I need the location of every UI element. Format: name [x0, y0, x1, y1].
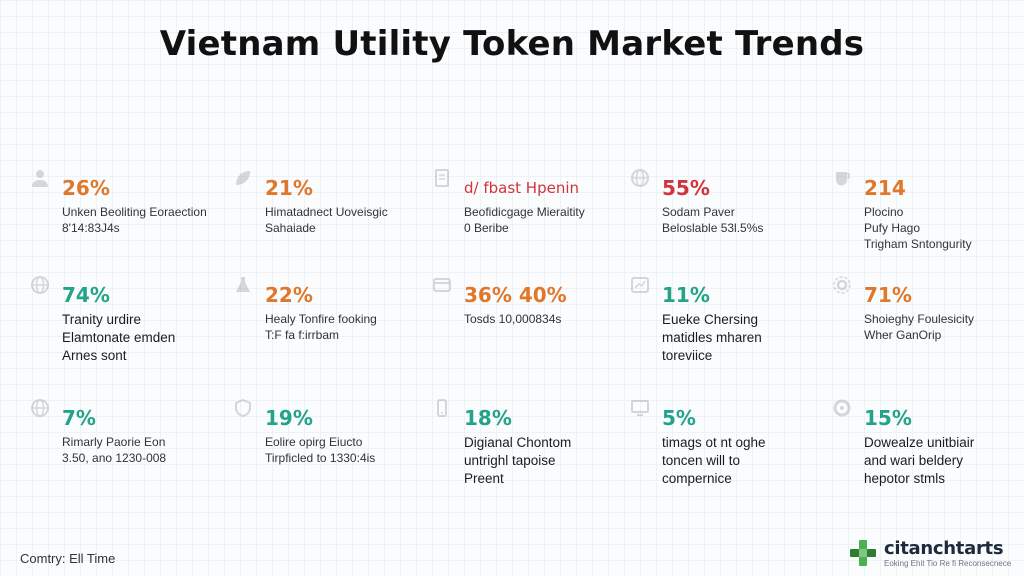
- stat-card: 36% 40% Tosds 10,000834s: [432, 275, 622, 385]
- flask-icon: [233, 275, 253, 295]
- stat-description-line: Tosds 10,000834s: [464, 312, 562, 326]
- stat-description-line: Sahaiade: [265, 221, 316, 235]
- stat-card: 15% Dowealze unitbiair and wari beldery hep…: [832, 398, 1022, 508]
- stat-card: 74% Tranity urdire Elamtonate emden Arnes s…: [30, 275, 220, 385]
- stat-description-line: Preent: [464, 471, 504, 486]
- person-icon: [30, 168, 50, 188]
- stat-description-line: matidles mharen: [662, 330, 762, 345]
- gear-icon: [832, 275, 852, 295]
- stat-description-line: Dowealze unitbiair: [864, 435, 975, 450]
- stat-description-line: toreviice: [662, 348, 713, 363]
- stat-description-line: Plocino: [864, 205, 904, 219]
- brand-tagline: Eoking Ehit Tio Re fi Reconsecnece: [884, 559, 1012, 568]
- stat-description-line: Eueke Chersing: [662, 312, 759, 327]
- stat-card: 11% Eueke Chersing matidles mharen toreviic…: [630, 275, 820, 385]
- stat-card: 55% Sodam Paver Beloslable 53l.5%s: [630, 168, 820, 278]
- page-title: Vietnam Utility Token Market Trends: [159, 24, 865, 64]
- ring-icon: [832, 398, 852, 418]
- stat-value: 71%: [864, 283, 912, 307]
- stat-description-line: T:F fa f:irrbam: [265, 328, 340, 342]
- document-icon: [432, 168, 452, 188]
- stat-description-line: Wher GanOrip: [864, 328, 942, 342]
- globe-icon: [30, 275, 50, 295]
- phone-icon: [432, 398, 452, 418]
- card-icon: [432, 275, 452, 295]
- stat-value: d/ fbast Hpenin: [464, 179, 580, 197]
- chart-icon: [630, 275, 650, 295]
- stat-value: 19%: [265, 406, 313, 430]
- shield-icon: [233, 398, 253, 418]
- stat-card: 19% Eolire opirg Eiucto Tirpficled to 1330…: [233, 398, 423, 508]
- globe-icon: [630, 168, 650, 188]
- stat-card: 5% timags ot nt oghe toncen will to compern…: [630, 398, 820, 508]
- stat-value: 36% 40%: [464, 283, 567, 307]
- stat-description-line: Sodam Paver: [662, 205, 735, 219]
- stat-value: 214: [864, 176, 906, 200]
- stat-value: 7%: [62, 406, 96, 430]
- brand-logo-icon: [850, 540, 876, 566]
- stat-description-line: Pufy Hago: [864, 221, 921, 235]
- stat-value: 74%: [62, 283, 110, 307]
- stat-value: 55%: [662, 176, 710, 200]
- stat-description-line: Beofidicgage Mieraitity: [464, 205, 585, 219]
- stat-value: 18%: [464, 406, 512, 430]
- stat-description-line: timags ot nt oghe: [662, 435, 766, 450]
- stat-value: 11%: [662, 283, 710, 307]
- stat-value: 5%: [662, 406, 696, 430]
- brand-block[interactable]: citanchtarts Eoking Ehit Tio Re fi Recon…: [848, 534, 1018, 572]
- stat-value: 26%: [62, 176, 110, 200]
- footer-country-label: Comtry: Ell Time: [20, 551, 116, 566]
- stat-card: 71% Shoieghy Foulesicity Wher GanOrip: [832, 275, 1022, 385]
- brand-name: citanchtarts: [884, 538, 1004, 559]
- stat-description-line: hepotor stmls: [864, 471, 946, 486]
- stat-description-line: Unken Beoliting Eoraection: [62, 205, 207, 219]
- stat-description-line: 0 Beribe: [464, 221, 509, 235]
- stat-description-line: Beloslable 53l.5%s: [662, 221, 764, 235]
- stat-description-line: 8'14:83J4s: [62, 221, 120, 235]
- stat-description-line: Tranity urdire: [62, 312, 142, 327]
- stat-description-line: Healy Tonfire fooking: [265, 312, 377, 326]
- stat-card: 26% Unken Beoliting Eoraection 8'14:83J4s: [30, 168, 220, 278]
- stat-description-line: Arnes sont: [62, 348, 127, 363]
- stat-value: 15%: [864, 406, 912, 430]
- stat-description-line: untrighl tapoise: [464, 453, 556, 468]
- stat-description-line: Tirpficled to 1330:4is: [265, 451, 376, 465]
- stat-description-line: Shoieghy Foulesicity: [864, 312, 975, 326]
- stat-description-line: Trigham Sntongurity: [864, 237, 972, 251]
- leaf-icon: [233, 168, 253, 188]
- stat-card: 214 Plocino Pufy Hago Trigham Sntongurity: [832, 168, 1022, 278]
- stat-card: d/ fbast Hpenin Beofidicgage Mieraitity 0 …: [432, 168, 622, 278]
- stat-value: 21%: [265, 176, 313, 200]
- stat-description-line: and wari beldery: [864, 453, 964, 468]
- stat-description-line: Rimarly Paorie Eon: [62, 435, 166, 449]
- stat-description-line: toncen will to: [662, 453, 741, 468]
- stat-description-line: compernice: [662, 471, 732, 486]
- stat-description-line: Elamtonate emden: [62, 330, 176, 345]
- stat-value: 22%: [265, 283, 313, 307]
- stat-description-line: Digianal Chontom: [464, 435, 572, 450]
- cup-icon: [832, 168, 852, 188]
- stat-card: 7% Rimarly Paorie Eon 3.50, ano 1230-008: [30, 398, 220, 508]
- stat-card: 21% Himatadnect Uoveisgic Sahaiade: [233, 168, 423, 278]
- stat-description-line: Eolire opirg Eiucto: [265, 435, 363, 449]
- stat-description-line: Himatadnect Uoveisgic: [265, 205, 388, 219]
- stat-card: 18% Digianal Chontom untrighl tapoise Preen…: [432, 398, 622, 508]
- stat-description-line: 3.50, ano 1230-008: [62, 451, 167, 465]
- monitor-icon: [630, 398, 650, 418]
- globe-icon: [30, 398, 50, 418]
- stat-card: 22% Healy Tonfire fooking T:F fa f:irrbam: [233, 275, 423, 385]
